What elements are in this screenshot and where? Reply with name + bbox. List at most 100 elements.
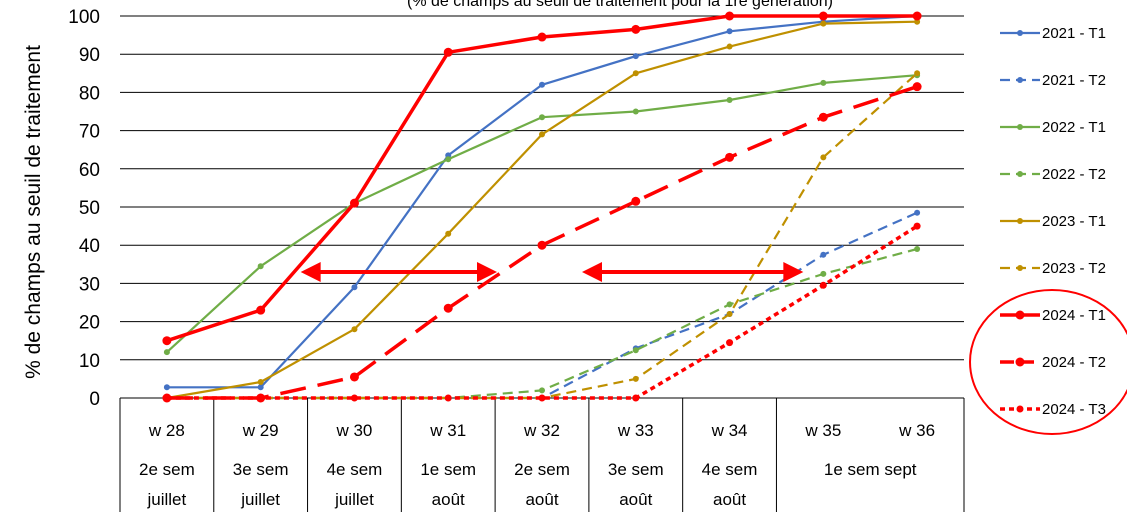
legend-label: 2024 - T3 <box>1042 401 1106 418</box>
data-point <box>256 305 266 315</box>
data-point <box>631 24 641 34</box>
data-point <box>820 251 827 258</box>
y-tick-label: 70 <box>79 122 100 143</box>
x-group-label: juillet <box>147 490 187 509</box>
arrow-head <box>477 261 497 282</box>
data-point <box>726 28 733 35</box>
data-point <box>914 209 921 216</box>
data-point <box>163 384 170 391</box>
data-point <box>726 339 734 347</box>
legend-marker <box>1016 405 1024 413</box>
legend-label: 2023 - T1 <box>1042 213 1106 230</box>
data-point <box>632 108 639 115</box>
data-point <box>726 301 733 308</box>
legend-marker <box>1017 171 1023 177</box>
data-point <box>725 11 735 21</box>
data-point <box>350 394 358 402</box>
arrow-head <box>783 261 804 282</box>
data-point <box>163 349 170 356</box>
data-point <box>632 347 639 354</box>
legend-item: 2024 - T2 <box>1000 354 1106 371</box>
arrow-head <box>300 261 321 282</box>
data-point <box>726 97 733 104</box>
data-point <box>632 53 639 60</box>
x-group-label: 2e sem <box>139 460 195 479</box>
data-point <box>914 246 921 253</box>
data-point <box>537 32 547 42</box>
series-line <box>166 14 918 389</box>
y-tick-label: 90 <box>79 45 100 66</box>
legend-label: 2022 - T2 <box>1042 166 1106 183</box>
series-2022-t2 <box>163 246 921 401</box>
data-point <box>257 384 264 391</box>
x-tick-label: w 33 <box>617 421 654 440</box>
data-point <box>538 394 546 402</box>
x-tick-label: w 29 <box>242 421 279 440</box>
y-tick-label: 10 <box>79 351 100 372</box>
data-point <box>445 156 452 163</box>
x-group-label: 4e sem <box>702 460 758 479</box>
data-point <box>163 394 171 402</box>
y-tick-label: 0 <box>89 389 100 410</box>
y-axis-label: % de champs au seuil de traitement <box>22 45 45 379</box>
y-tick-label: 100 <box>68 7 100 28</box>
data-point <box>820 270 827 277</box>
legend-item: 2021 - T1 <box>1000 25 1106 42</box>
data-point <box>819 281 827 289</box>
x-tick-label: w 30 <box>335 421 372 440</box>
data-point <box>539 114 545 121</box>
legend-marker <box>1017 265 1023 271</box>
chart-title: (% de champs au seuil de traitement pour… <box>407 0 833 10</box>
data-point <box>632 375 639 382</box>
y-tick-label: 30 <box>79 274 100 295</box>
series-line <box>166 14 918 343</box>
x-group-label: août <box>525 490 558 509</box>
legend-item: 2022 - T2 <box>1000 166 1106 183</box>
x-tick-label: w 35 <box>804 421 841 440</box>
gridlines <box>120 15 964 399</box>
x-tick-label: w 31 <box>429 421 466 440</box>
data-point <box>820 20 827 27</box>
data-point <box>443 47 453 57</box>
data-point <box>351 326 358 333</box>
arrow-head <box>582 261 602 282</box>
annotations <box>300 261 804 282</box>
series-2024-t1 <box>162 11 922 346</box>
series-2021-t1 <box>163 13 921 391</box>
data-point <box>444 394 452 402</box>
x-group-label: août <box>713 490 746 509</box>
x-tick-label: w 34 <box>711 421 748 440</box>
legend-label: 2021 - T1 <box>1042 25 1106 42</box>
data-point <box>539 387 545 394</box>
category-axis-table: w 28 w 29 w 30 w 31 w 32 w 33 w 34 w 35 w 36 2e s… <box>119 398 965 512</box>
series-line <box>166 20 918 400</box>
data-point <box>537 240 547 250</box>
y-tick-label: 40 <box>79 236 100 257</box>
y-tick-label: 80 <box>79 83 100 104</box>
legend-item: 2023 - T1 <box>1000 213 1106 230</box>
data-point <box>443 303 453 313</box>
legend-item: 2022 - T1 <box>1000 119 1106 136</box>
x-group-label: 3e sem <box>233 460 289 479</box>
data-point <box>913 222 921 230</box>
data-point <box>349 372 359 382</box>
y-tick-labels: 0 10 20 30 40 50 60 70 80 90 100 <box>68 7 100 410</box>
data-point <box>818 112 828 122</box>
x-group-label: août <box>432 490 465 509</box>
legend-marker <box>1015 357 1025 367</box>
data-point <box>349 198 359 208</box>
legend-item: 2024 - T1 <box>1000 307 1106 324</box>
data-point <box>912 82 922 92</box>
legend-marker <box>1017 218 1023 224</box>
series-line <box>166 224 919 400</box>
data-point <box>726 310 733 317</box>
legend-item: 2024 - T3 <box>1000 401 1106 418</box>
legend-label: 2024 - T2 <box>1042 354 1106 371</box>
legend-label: 2023 - T2 <box>1042 260 1106 277</box>
data-point <box>445 230 452 237</box>
x-group-label: 2e sem <box>514 460 570 479</box>
data-point <box>818 11 828 21</box>
data-point <box>631 196 641 206</box>
double-arrow <box>300 261 497 282</box>
data-point <box>912 11 922 21</box>
